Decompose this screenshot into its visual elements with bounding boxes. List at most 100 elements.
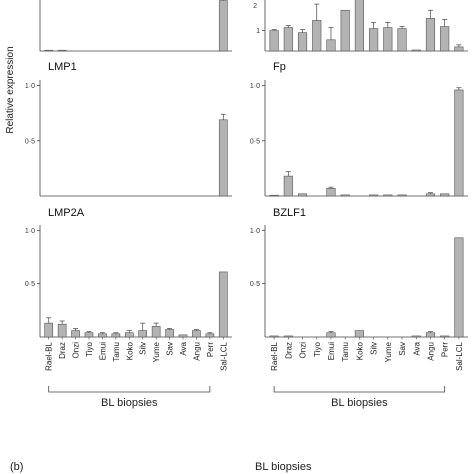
- bar-Emui: [326, 39, 336, 52]
- category-label: Emui: [327, 342, 336, 360]
- category-label: Sal-LCL: [219, 341, 228, 370]
- chart-panel-5: LMP2A 0·5 1·0 Rael-BL Draz Onzi Tiyo Emui Tamu Ko…: [25, 207, 232, 409]
- category-label: Perr: [206, 342, 215, 357]
- category-label: Koko: [125, 341, 134, 360]
- panel-title: Fp: [273, 61, 286, 73]
- group-label: BL biopsies: [101, 397, 158, 409]
- bar-Yume: [383, 194, 393, 197]
- bar-Onzi: [297, 193, 308, 197]
- y-tick-label: 1·0: [250, 228, 260, 235]
- chart-panel-1: [39, 0, 232, 52]
- bar-Draz: [283, 27, 293, 52]
- y-tick-label: 0·5: [25, 138, 35, 145]
- category-label: Ava: [179, 341, 188, 355]
- bar-Ava: [178, 334, 188, 338]
- bar-Perr: [440, 193, 450, 197]
- bar-Tamu: [340, 9, 350, 52]
- bar-Tamu: [340, 194, 350, 197]
- bar-Angu: [425, 18, 436, 52]
- bar-Emui: [326, 187, 336, 197]
- bar-Sav: [397, 28, 407, 52]
- y-tick-label: 1: [256, 28, 260, 35]
- bar-Draz: [283, 335, 293, 338]
- bar-Onzi: [71, 330, 80, 338]
- bar-Sal-LCL: [454, 46, 464, 52]
- bar-Draz: [57, 323, 67, 338]
- group-label: BL biopsies: [331, 397, 388, 409]
- category-label: Yume: [152, 341, 161, 362]
- bar-Rael-BL: [269, 30, 279, 52]
- bar-Koko: [354, 0, 364, 52]
- bar-Tiyo: [312, 20, 322, 52]
- bar-Draz: [283, 175, 293, 197]
- bar-Sav: [165, 329, 174, 338]
- category-label: Ava: [412, 341, 421, 355]
- bar-Silv: [138, 330, 148, 338]
- bar-Koko: [354, 330, 364, 338]
- bar-Sal-LCL: [218, 0, 228, 52]
- category-label: Koko: [355, 341, 364, 360]
- bar-Sal-LCL: [218, 271, 228, 338]
- group-bracket: [48, 386, 211, 393]
- bar-Rael-BL: [44, 322, 54, 338]
- chart-panel-6: BZLF1 0·5 1·0 Rael-BL Draz Onzi Tiyo Emui Tamu Ko…: [250, 207, 468, 409]
- category-label: Angu: [192, 342, 201, 361]
- category-label: Draz: [58, 342, 67, 359]
- y-axis-label: Relative expression: [5, 46, 16, 133]
- y-tick-label: 0·5: [25, 281, 35, 288]
- bar-Onzi: [297, 32, 308, 52]
- category-label: Onzi: [72, 342, 81, 359]
- category-label: Sav: [398, 342, 407, 356]
- bar-Yume: [151, 326, 161, 338]
- y-tick-label: 1·0: [25, 83, 35, 90]
- bar-Sav: [397, 194, 407, 197]
- category-label: Yume: [384, 341, 393, 362]
- bar-Koko: [124, 332, 134, 338]
- y-tick-label: 0·5: [250, 281, 260, 288]
- chart-panel-3: LMP1 0·5 1·0: [25, 61, 232, 197]
- category-label: Rael-BL: [270, 341, 279, 370]
- bar-Rael-BL: [269, 335, 279, 338]
- bar-Rael-BL: [44, 49, 54, 52]
- category-label: Silv: [370, 342, 379, 355]
- bar-Perr: [440, 335, 450, 338]
- bar-Silv: [369, 194, 379, 197]
- category-label: Tiyo: [313, 341, 322, 356]
- bar-Perr: [205, 333, 215, 338]
- category-label: Tiyo: [85, 341, 94, 356]
- bar-Tiyo: [84, 332, 94, 338]
- bar-Angu: [425, 332, 436, 338]
- category-label: Sav: [166, 342, 175, 356]
- bar-Yume: [383, 27, 393, 52]
- y-tick-label: 0·5: [250, 138, 260, 145]
- category-label: Onzi: [299, 342, 308, 359]
- bar-Ava: [411, 335, 421, 338]
- bar-Tamu: [111, 333, 121, 338]
- bar-Angu: [425, 193, 436, 197]
- bar-Emui: [326, 332, 336, 338]
- category-label: Emui: [98, 342, 107, 360]
- y-tick-label: 1·0: [250, 83, 260, 90]
- bar-Angu: [192, 330, 201, 338]
- y-tick-label: 1·0: [25, 228, 35, 235]
- bar-Sal-LCL: [454, 89, 464, 197]
- bar-Ava: [411, 49, 421, 52]
- bar-Rael-BL: [269, 194, 279, 197]
- category-label: Angu: [426, 342, 435, 361]
- group-bracket: [273, 386, 446, 393]
- bar-Sal-LCL: [454, 237, 464, 338]
- panel-title: BZLF1: [273, 207, 306, 219]
- category-label: Perr: [441, 342, 450, 357]
- panel-label: (b): [10, 461, 23, 473]
- category-label: Rael-BL: [45, 341, 54, 370]
- category-label: Silv: [139, 342, 148, 355]
- bar-Perr: [440, 26, 450, 52]
- bar-Draz: [57, 49, 67, 52]
- bar-Emui: [98, 333, 107, 338]
- panel-title: LMP1: [48, 61, 77, 73]
- category-label: Draz: [284, 342, 293, 359]
- bar-Sal-LCL: [218, 119, 228, 197]
- panel-title: LMP2A: [48, 207, 85, 219]
- chart-panel-4: Fp 0·5 1·0: [250, 61, 468, 197]
